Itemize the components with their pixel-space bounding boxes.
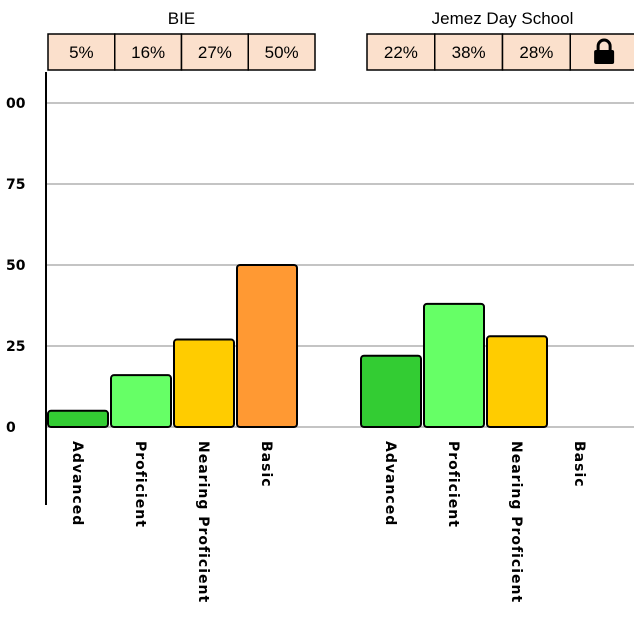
bar-nearing-proficient bbox=[486, 335, 548, 428]
summary-cell bbox=[247, 33, 316, 71]
y-axis: 00 75 50 25 0 bbox=[6, 72, 47, 505]
y-tick-label: 25 bbox=[6, 339, 25, 355]
summary-value: 16% bbox=[131, 43, 165, 62]
y-tick-label: 0 bbox=[6, 420, 16, 436]
summary-value: 38% bbox=[452, 43, 486, 62]
bar-advanced bbox=[47, 409, 109, 428]
summary-value: 50% bbox=[265, 43, 299, 62]
summary-cell bbox=[47, 33, 116, 71]
summary-value: 27% bbox=[198, 43, 232, 62]
x-tick-label: Basic bbox=[258, 441, 274, 488]
x-tick-label: Proficient bbox=[132, 441, 148, 528]
bar-basic bbox=[236, 264, 298, 428]
summary-cell bbox=[434, 33, 504, 71]
y-tick-label: 50 bbox=[6, 258, 26, 274]
bar-nearing-proficient bbox=[173, 338, 235, 428]
x-tick-label: Nearing Proficient bbox=[508, 441, 524, 603]
x-tick-label: Advanced bbox=[382, 441, 398, 526]
bar-proficient bbox=[423, 302, 485, 429]
group-title: BIE bbox=[168, 9, 195, 28]
x-axis-labels: Advanced Proficient Nearing Proficient Basi… bbox=[69, 441, 587, 603]
y-tick-label: 75 bbox=[6, 177, 25, 193]
x-tick-label: Proficient bbox=[445, 441, 461, 528]
bar-advanced bbox=[360, 354, 422, 428]
group-title: Jemez Day School bbox=[432, 9, 574, 28]
summary-value: 22% bbox=[384, 43, 418, 62]
summary-headers: BIE 5% 16% 27% 50% Jemez Day School 22% 38% 28% bbox=[47, 9, 634, 71]
y-tick-label: 00 bbox=[6, 96, 26, 112]
x-tick-label: Basic bbox=[571, 441, 587, 488]
summary-value: 28% bbox=[519, 43, 553, 62]
bars bbox=[47, 264, 548, 429]
summary-value: 5% bbox=[69, 43, 94, 62]
lock-icon bbox=[594, 38, 615, 64]
summary-cell bbox=[366, 33, 436, 71]
bar-proficient bbox=[110, 374, 172, 429]
summary-cell bbox=[501, 33, 571, 71]
x-tick-label: Advanced bbox=[69, 441, 85, 526]
x-tick-label: Nearing Proficient bbox=[195, 441, 211, 603]
